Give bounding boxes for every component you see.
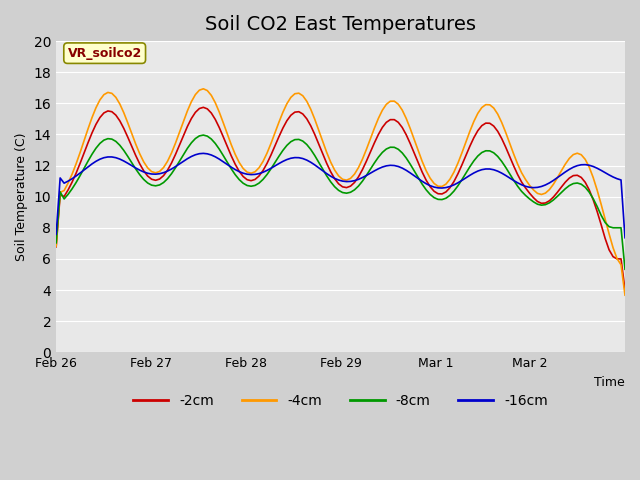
-2cm (136, 161, 143, 167)
-16cm (52, 231, 60, 237)
Line: -4cm: -4cm (56, 89, 625, 295)
-4cm (136, 151, 143, 156)
Title: Soil CO2 East Temperatures: Soil CO2 East Temperatures (205, 15, 476, 34)
-2cm (200, 105, 207, 110)
Legend: -2cm, -4cm, -8cm, -16cm: -2cm, -4cm, -8cm, -16cm (127, 389, 554, 414)
-16cm (522, 183, 529, 189)
-8cm (136, 172, 143, 178)
-4cm (522, 177, 529, 182)
Line: -8cm: -8cm (56, 135, 625, 269)
-16cm (462, 175, 470, 181)
-4cm (92, 105, 100, 111)
-2cm (52, 244, 60, 250)
-2cm (462, 153, 470, 158)
-8cm (200, 132, 207, 138)
-2cm (514, 172, 522, 178)
-2cm (621, 287, 629, 293)
-2cm (92, 121, 100, 127)
-8cm (92, 145, 100, 151)
-8cm (231, 172, 239, 178)
-16cm (621, 235, 629, 240)
Line: -2cm: -2cm (56, 108, 625, 290)
-4cm (231, 151, 239, 157)
-8cm (462, 170, 470, 176)
-8cm (52, 240, 60, 246)
-8cm (522, 192, 529, 198)
-8cm (514, 183, 522, 189)
-16cm (231, 167, 239, 172)
-4cm (52, 243, 60, 249)
Line: -16cm: -16cm (56, 154, 625, 238)
-4cm (621, 292, 629, 298)
Y-axis label: Soil Temperature (C): Soil Temperature (C) (15, 132, 28, 261)
-2cm (522, 185, 529, 191)
-4cm (514, 161, 522, 167)
Text: VR_soilco2: VR_soilco2 (68, 47, 142, 60)
-16cm (136, 167, 143, 173)
X-axis label: Time: Time (595, 376, 625, 389)
-4cm (462, 139, 470, 145)
-2cm (231, 161, 239, 167)
-16cm (200, 151, 207, 156)
-16cm (514, 180, 522, 186)
-16cm (92, 158, 100, 164)
-8cm (621, 266, 629, 272)
-4cm (200, 86, 207, 92)
